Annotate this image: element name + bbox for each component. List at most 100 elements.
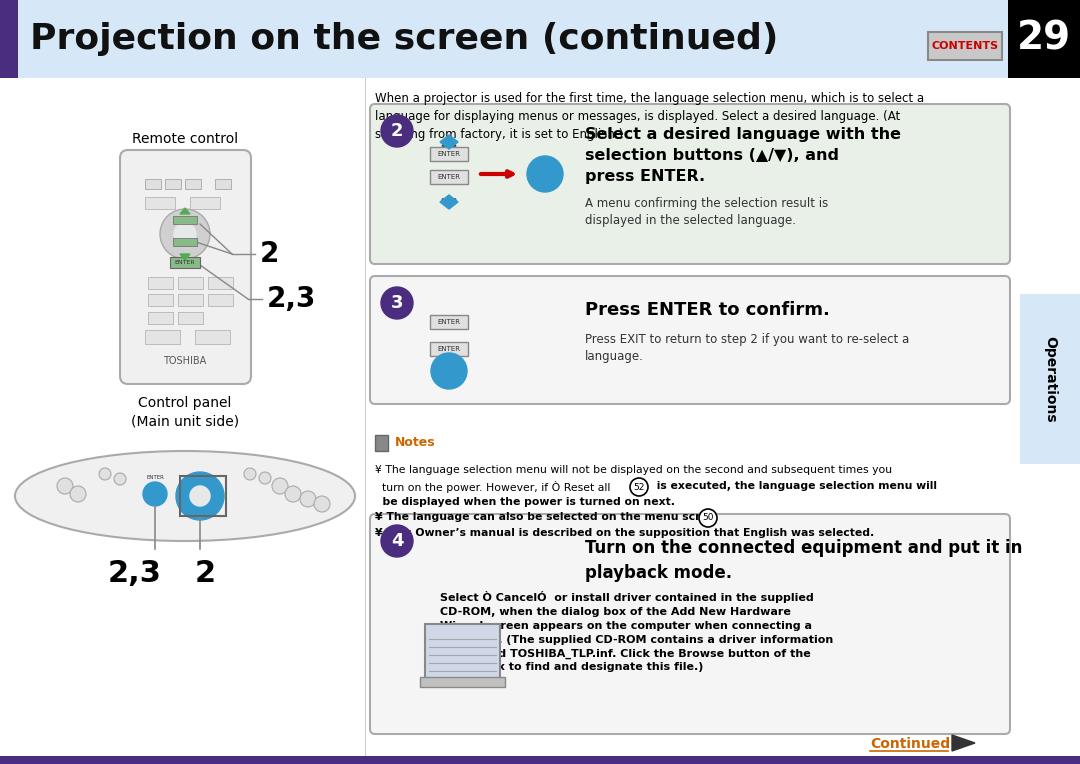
- Bar: [148, 312, 173, 324]
- Circle shape: [272, 478, 288, 494]
- Circle shape: [285, 486, 301, 502]
- Bar: [148, 277, 173, 289]
- Bar: [173, 238, 197, 246]
- Bar: [178, 312, 203, 324]
- Text: ENTER: ENTER: [175, 260, 195, 265]
- Text: TOSHIBA: TOSHIBA: [163, 356, 206, 366]
- Circle shape: [381, 115, 413, 147]
- Circle shape: [174, 223, 195, 245]
- Circle shape: [527, 156, 563, 192]
- Bar: [0, 756, 1080, 764]
- FancyBboxPatch shape: [370, 514, 1010, 734]
- Ellipse shape: [15, 451, 355, 541]
- FancyBboxPatch shape: [370, 104, 1010, 264]
- Text: ENTER: ENTER: [437, 346, 460, 352]
- Circle shape: [70, 486, 86, 502]
- Text: 2,3: 2,3: [108, 559, 162, 588]
- Circle shape: [160, 209, 210, 259]
- Text: Control panel
(Main unit side): Control panel (Main unit side): [131, 396, 239, 429]
- Bar: [215, 179, 231, 189]
- Bar: [145, 197, 175, 209]
- Text: turn on the power. However, if Ò Reset all: turn on the power. However, if Ò Reset a…: [375, 481, 610, 493]
- Bar: [148, 294, 173, 306]
- Text: Notes: Notes: [395, 436, 435, 449]
- Text: Press EXIT to return to step 2 if you want to re-select a
language.: Press EXIT to return to step 2 if you wa…: [585, 333, 909, 363]
- Text: ENTER: ENTER: [437, 151, 460, 157]
- Circle shape: [57, 478, 73, 494]
- Bar: [375, 435, 388, 451]
- Text: A menu confirming the selection result is
displayed in the selected language.: A menu confirming the selection result i…: [585, 197, 828, 227]
- Text: When a projector is used for the first time, the language selection menu, which : When a projector is used for the first t…: [375, 92, 924, 141]
- Polygon shape: [442, 199, 456, 206]
- Bar: [178, 277, 203, 289]
- Text: 2,3: 2,3: [267, 285, 316, 313]
- FancyBboxPatch shape: [370, 276, 1010, 404]
- Circle shape: [314, 496, 330, 512]
- Bar: [0, 0, 1080, 78]
- Bar: [190, 197, 220, 209]
- Bar: [173, 216, 197, 224]
- Bar: [430, 342, 468, 356]
- Polygon shape: [180, 254, 190, 260]
- Bar: [208, 294, 233, 306]
- Bar: [420, 677, 505, 687]
- Bar: [195, 330, 230, 344]
- Bar: [180, 476, 226, 516]
- Bar: [1008, 0, 1080, 78]
- Bar: [430, 147, 468, 161]
- Circle shape: [381, 525, 413, 557]
- Circle shape: [259, 472, 271, 484]
- Bar: [928, 32, 1002, 60]
- Polygon shape: [180, 208, 190, 214]
- Text: ¥ The language can also be selected on the menu scree: ¥ The language can also be selected on t…: [375, 512, 715, 522]
- Text: Turn on the connected equipment and put it in
playback mode.: Turn on the connected equipment and put …: [585, 539, 1023, 582]
- Text: ENTER: ENTER: [437, 174, 460, 180]
- Bar: [178, 294, 203, 306]
- Text: 52: 52: [633, 483, 645, 491]
- Text: 2: 2: [391, 122, 403, 140]
- Bar: [208, 277, 233, 289]
- Text: 3: 3: [391, 294, 403, 312]
- Text: Press ENTER to confirm.: Press ENTER to confirm.: [585, 301, 829, 319]
- Circle shape: [176, 472, 224, 520]
- Text: Continued: Continued: [870, 737, 950, 751]
- Text: Select Ò CancelÓ  or install driver contained in the supplied
CD-ROM, when the d: Select Ò CancelÓ or install driver conta…: [440, 591, 834, 672]
- Text: 4: 4: [391, 532, 403, 550]
- Text: CONTENTS: CONTENTS: [931, 41, 999, 51]
- Bar: [0, 78, 365, 764]
- Circle shape: [190, 486, 210, 506]
- Text: ENTER: ENTER: [146, 475, 164, 480]
- Bar: [165, 179, 181, 189]
- Circle shape: [699, 509, 717, 527]
- Text: is executed, the language selection menu will: is executed, the language selection menu…: [653, 481, 937, 491]
- Text: Projection on the screen (continued): Projection on the screen (continued): [30, 22, 779, 56]
- Bar: [430, 315, 468, 329]
- Bar: [0, 0, 18, 78]
- Text: Select a desired language with the
selection buttons (▲/▼), and
press ENTER.: Select a desired language with the selec…: [585, 127, 901, 184]
- Text: 2: 2: [260, 240, 280, 268]
- Bar: [185, 179, 201, 189]
- Text: ¥ This Owner’s manual is described on the supposition that English was selected.: ¥ This Owner’s manual is described on th…: [375, 528, 874, 538]
- Circle shape: [300, 491, 316, 507]
- Text: 50: 50: [702, 513, 714, 523]
- Text: 29: 29: [1017, 20, 1071, 58]
- Bar: [426, 624, 500, 679]
- Text: ¥ The language selection menu will not be displayed on the second and subsequent: ¥ The language selection menu will not b…: [375, 465, 892, 475]
- Circle shape: [143, 482, 167, 506]
- Circle shape: [114, 473, 126, 485]
- Text: 2: 2: [194, 559, 216, 588]
- Circle shape: [431, 353, 467, 389]
- Text: ENTER: ENTER: [437, 319, 460, 325]
- Bar: [430, 170, 468, 184]
- Circle shape: [99, 468, 111, 480]
- Bar: [1020, 294, 1080, 464]
- Text: Remote control: Remote control: [132, 132, 238, 146]
- Circle shape: [244, 468, 256, 480]
- Polygon shape: [951, 735, 975, 751]
- Text: Operations: Operations: [1043, 335, 1057, 422]
- Text: be displayed when the power is turned on next.: be displayed when the power is turned on…: [375, 497, 675, 507]
- Bar: [145, 330, 180, 344]
- Circle shape: [630, 478, 648, 496]
- Circle shape: [381, 287, 413, 319]
- Polygon shape: [442, 139, 456, 146]
